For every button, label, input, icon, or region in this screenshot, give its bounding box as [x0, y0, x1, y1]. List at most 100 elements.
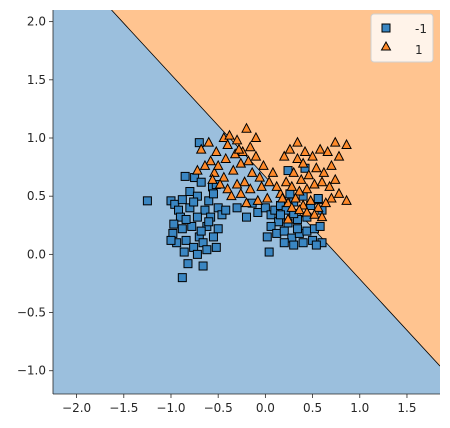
data-point-class-neg1 — [166, 235, 176, 245]
data-point-class-neg1 — [196, 177, 206, 187]
data-point-class-neg1 — [177, 273, 187, 283]
data-point-class-1 — [246, 166, 258, 177]
data-point-class-1 — [297, 199, 309, 210]
data-point-class-1 — [222, 138, 233, 149]
y-tick-label: 0.5 — [27, 189, 46, 203]
data-point-class-neg1 — [192, 212, 202, 222]
data-point-class-1 — [263, 176, 275, 187]
data-point-class-1 — [222, 183, 233, 194]
data-point-class-neg1 — [289, 240, 299, 250]
data-point-class-1 — [292, 152, 303, 163]
data-point-class-1 — [295, 173, 307, 184]
data-point-class-1 — [282, 213, 294, 224]
data-point-class-1 — [301, 183, 313, 194]
data-point-class-1 — [220, 152, 232, 163]
data-point-class-neg1 — [211, 242, 221, 252]
data-point-class-neg1 — [253, 207, 263, 217]
data-point-class-neg1 — [142, 196, 152, 206]
data-point-class-neg1 — [266, 221, 276, 231]
data-point-class-neg1 — [242, 212, 251, 222]
data-point-class-1 — [235, 187, 247, 198]
data-point-class-1 — [218, 171, 230, 182]
x-tick-label: −1.5 — [109, 401, 138, 415]
data-point-class-1 — [326, 159, 337, 170]
data-point-class-1 — [305, 194, 317, 205]
data-point-class-1 — [320, 197, 332, 208]
data-point-class-1 — [286, 201, 298, 212]
data-point-class-1 — [290, 192, 301, 203]
data-point-class-neg1 — [264, 247, 274, 257]
data-point-class-neg1 — [204, 217, 214, 227]
data-point-class-neg1 — [187, 221, 197, 231]
data-point-class-1 — [311, 162, 322, 173]
data-point-class-neg1 — [189, 197, 199, 207]
data-point-class-1 — [214, 178, 226, 189]
data-point-class-1 — [301, 206, 313, 217]
data-point-class-neg1 — [181, 235, 191, 245]
data-point-class-1 — [244, 183, 256, 194]
y-tick-label: 0.0 — [27, 247, 46, 261]
data-point-class-neg1 — [177, 224, 187, 234]
data-point-class-1 — [322, 145, 334, 156]
data-point-class-neg1 — [275, 210, 285, 220]
data-point-class-1 — [267, 166, 279, 177]
data-point-class-1 — [292, 136, 303, 147]
data-point-class-1 — [233, 143, 245, 154]
data-point-class-1 — [235, 157, 247, 168]
data-point-class-1 — [192, 164, 203, 175]
data-point-class-neg1 — [279, 226, 289, 236]
data-point-class-1 — [226, 190, 237, 201]
data-point-class-neg1 — [196, 226, 206, 236]
data-point-class-1 — [258, 159, 269, 170]
y-tick-label: 1.5 — [27, 73, 46, 87]
data-point-class-1 — [207, 173, 218, 184]
data-point-class-1 — [250, 131, 262, 142]
x-tick-label: 1.0 — [350, 401, 369, 415]
data-point-class-1 — [231, 134, 243, 145]
data-point-class-neg1 — [311, 240, 321, 250]
data-point-class-neg1 — [285, 189, 295, 199]
data-point-class-neg1 — [279, 238, 289, 248]
data-point-class-neg1 — [208, 232, 218, 242]
data-point-class-neg1 — [180, 171, 190, 181]
x-tick-label: 0.5 — [303, 401, 322, 415]
data-point-class-1 — [227, 164, 239, 175]
data-point-class-1 — [316, 211, 328, 222]
x-tick-label: −0.5 — [204, 401, 233, 415]
data-point-class-1 — [324, 180, 335, 191]
data-point-class-neg1 — [270, 205, 280, 215]
data-point-class-1 — [254, 171, 266, 182]
data-point-class-neg1 — [185, 187, 195, 197]
plot-area — [53, 10, 440, 394]
data-point-class-1 — [239, 176, 250, 187]
data-point-class-neg1 — [177, 195, 187, 205]
data-point-class-1 — [243, 155, 254, 166]
data-point-class-neg1 — [315, 221, 325, 231]
data-point-class-neg1 — [221, 205, 231, 215]
legend: -1 1 — [370, 13, 434, 63]
data-point-class-neg1 — [169, 219, 179, 229]
data-point-class-neg1 — [183, 259, 193, 269]
data-point-class-neg1 — [292, 224, 302, 234]
data-point-class-1 — [195, 143, 207, 154]
data-point-class-1 — [294, 185, 305, 196]
data-point-class-1 — [261, 192, 273, 203]
data-point-class-1 — [286, 180, 298, 191]
legend-marker-triangle — [380, 40, 392, 51]
legend-marker-square — [381, 23, 391, 33]
data-point-class-1 — [326, 192, 337, 203]
x-tick-label: 1.5 — [397, 401, 416, 415]
data-point-class-1 — [307, 150, 318, 161]
data-point-class-1 — [278, 150, 290, 161]
data-point-class-1 — [280, 176, 292, 187]
x-tick-label: 0.0 — [256, 401, 275, 415]
data-point-class-1 — [329, 173, 341, 184]
data-point-class-1 — [284, 143, 296, 154]
data-point-class-1 — [277, 192, 288, 203]
data-point-class-1 — [333, 187, 345, 198]
data-point-class-neg1 — [181, 214, 191, 224]
y-axis: −1.0 −0.5 0.0 0.5 1.0 1.5 2.0 — [17, 10, 54, 394]
data-point-class-1 — [318, 166, 330, 177]
data-point-class-1 — [205, 155, 216, 166]
